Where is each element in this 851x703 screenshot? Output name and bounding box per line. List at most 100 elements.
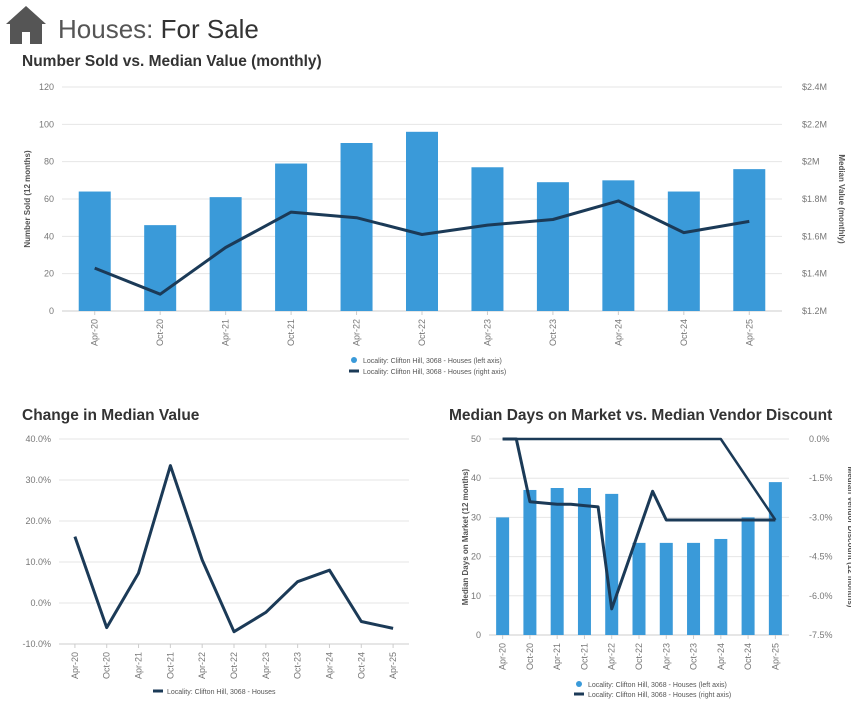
c1-bar xyxy=(667,191,700,311)
c3-x-tick-label: Apr-22 xyxy=(607,643,617,670)
page-title: Houses: For Sale xyxy=(58,14,259,45)
c3-bar xyxy=(768,482,782,635)
c1-legend-entry-swatch xyxy=(351,357,357,363)
c3-bar xyxy=(659,542,673,635)
c1-bar xyxy=(406,131,438,311)
c2-x-tick-label: Oct-23 xyxy=(293,652,303,679)
c3-bar xyxy=(714,538,728,635)
c1-bar xyxy=(144,225,177,311)
c3-x-tick-label: Apr-21 xyxy=(552,643,562,670)
c1-y-right-axis-title: Median Value (monthly) xyxy=(837,154,846,244)
c2-y-tick-label: 20.0% xyxy=(25,516,51,526)
house-icon xyxy=(6,6,46,44)
c3-y-tick-label: 30 xyxy=(471,512,481,522)
c1-x-tick-label: Oct-22 xyxy=(417,319,427,346)
c3-x-tick-label: Oct-22 xyxy=(634,643,644,670)
c3-legend-entry-swatch xyxy=(574,692,584,696)
c1-y-tick-label: 20 xyxy=(44,269,54,279)
c1-bar xyxy=(78,191,111,311)
c3-series-line-secondary xyxy=(502,437,777,521)
c2-y-tick-label: 30.0% xyxy=(25,475,51,485)
c3-legend-entry-label: Locality: Clifton Hill, 3068 - Houses (r… xyxy=(588,692,731,699)
c3-y-right-tick-label: -6.0% xyxy=(809,591,833,601)
c1-x-tick-label: Oct-21 xyxy=(286,319,296,346)
c2-series-line xyxy=(73,464,394,634)
c2-legend-entry-swatch xyxy=(153,689,163,693)
c2-y-tick-label: 0.0% xyxy=(30,598,51,608)
c3-y-right-tick-label: -3.0% xyxy=(809,512,833,522)
chart3-title: Median Days on Market vs. Median Vendor … xyxy=(449,407,833,424)
c2-y-tick-label: 40.0% xyxy=(25,434,51,444)
c1-bar xyxy=(471,167,504,311)
c2-x-tick-label: Apr-22 xyxy=(197,652,207,679)
c1-x-tick-label: Apr-23 xyxy=(482,319,492,346)
c1-y-right-tick-label: $2.2M xyxy=(802,119,827,129)
c1-y-right-tick-label: $1.8M xyxy=(802,194,827,204)
c1-y-tick-label: 120 xyxy=(39,82,54,92)
c2-x-tick-label: Apr-25 xyxy=(388,652,398,679)
c3-x-tick-label: Oct-21 xyxy=(579,643,589,670)
c2-x-tick-label: Oct-22 xyxy=(229,652,239,679)
c3-y-right-tick-label: -1.5% xyxy=(809,473,833,483)
c2-y-tick-label: 10.0% xyxy=(25,557,51,567)
c1-y-right-tick-label: $2.4M xyxy=(802,82,827,92)
c1-y-tick-label: 40 xyxy=(44,231,54,241)
c1-y-axis-title: Number Sold (12 months) xyxy=(23,150,32,248)
c1-y-right-tick-label: $2M xyxy=(802,157,820,167)
c3-x-tick-label: Apr-20 xyxy=(498,643,508,670)
c2-x-tick-label: Apr-23 xyxy=(261,652,271,679)
c3-legend-entry-swatch xyxy=(576,681,582,687)
c1-x-tick-label: Apr-20 xyxy=(90,319,100,346)
c2-y-tick-label: -10.0% xyxy=(22,639,51,649)
page-title-prefix: Houses: xyxy=(58,14,154,44)
c1-legend-entry-label: Locality: Clifton Hill, 3068 - Houses (r… xyxy=(363,369,506,376)
c3-x-tick-label: Oct-23 xyxy=(689,643,699,670)
c3-bar xyxy=(741,517,755,635)
c1-x-tick-label: Oct-24 xyxy=(679,319,689,346)
c1-series-line xyxy=(94,199,750,296)
c3-series-line xyxy=(502,437,776,611)
c3-bar xyxy=(632,542,646,635)
page-header: Houses: For Sale xyxy=(0,0,851,48)
c3-x-tick-label: Apr-23 xyxy=(661,643,671,670)
c3-y-tick-label: 10 xyxy=(471,591,481,601)
c3-legend-entry-label: Locality: Clifton Hill, 3068 - Houses (l… xyxy=(588,682,727,689)
c1-legend-entry-swatch xyxy=(349,369,359,373)
c2-x-tick-label: Apr-21 xyxy=(134,652,144,679)
c1-y-right-tick-label: $1.2M xyxy=(802,306,827,316)
c3-y-right-axis-title: Median Vendor Discount (12 months) xyxy=(846,467,851,608)
c1-y-tick-label: 60 xyxy=(44,194,54,204)
c2-x-tick-label: Oct-24 xyxy=(356,652,366,679)
c3-y-right-tick-label: -7.5% xyxy=(809,630,833,640)
c2-legend-entry-label: Locality: Clifton Hill, 3068 - Houses xyxy=(167,689,276,696)
c3-y-right-tick-label: -4.5% xyxy=(809,552,833,562)
c2-x-tick-label: Oct-20 xyxy=(102,652,112,679)
c3-bar xyxy=(577,488,591,635)
c1-x-tick-label: Oct-20 xyxy=(155,319,165,346)
c1-x-tick-label: Apr-25 xyxy=(744,319,754,346)
c3-y-right-tick-label: 0.0% xyxy=(809,434,830,444)
c1-x-tick-label: Oct-23 xyxy=(548,319,558,346)
c1-bar xyxy=(275,163,308,311)
c3-y-tick-label: 0 xyxy=(476,630,481,640)
c2-x-tick-label: Apr-20 xyxy=(70,652,80,679)
c2-x-tick-label: Apr-24 xyxy=(324,652,334,679)
c3-x-tick-label: Oct-20 xyxy=(525,643,535,670)
c1-bar xyxy=(340,143,373,311)
c1-y-tick-label: 100 xyxy=(39,119,54,129)
chart1-title: Number Sold vs. Median Value (monthly) xyxy=(22,53,322,70)
c3-x-tick-label: Apr-24 xyxy=(716,643,726,670)
c3-y-tick-label: 40 xyxy=(471,473,481,483)
c1-x-tick-label: Apr-21 xyxy=(221,319,231,346)
c2-x-tick-label: Oct-21 xyxy=(165,652,175,679)
c3-x-tick-label: Oct-24 xyxy=(743,643,753,670)
c3-bar xyxy=(496,517,510,635)
c1-bar xyxy=(733,169,766,311)
c1-y-right-tick-label: $1.6M xyxy=(802,231,827,241)
c3-y-tick-label: 20 xyxy=(471,552,481,562)
c3-y-axis-title: Median Days on Market (12 months) xyxy=(461,468,470,605)
c1-y-tick-label: 80 xyxy=(44,157,54,167)
c1-x-tick-label: Apr-24 xyxy=(613,319,623,346)
chart2-title: Change in Median Value xyxy=(22,407,200,424)
